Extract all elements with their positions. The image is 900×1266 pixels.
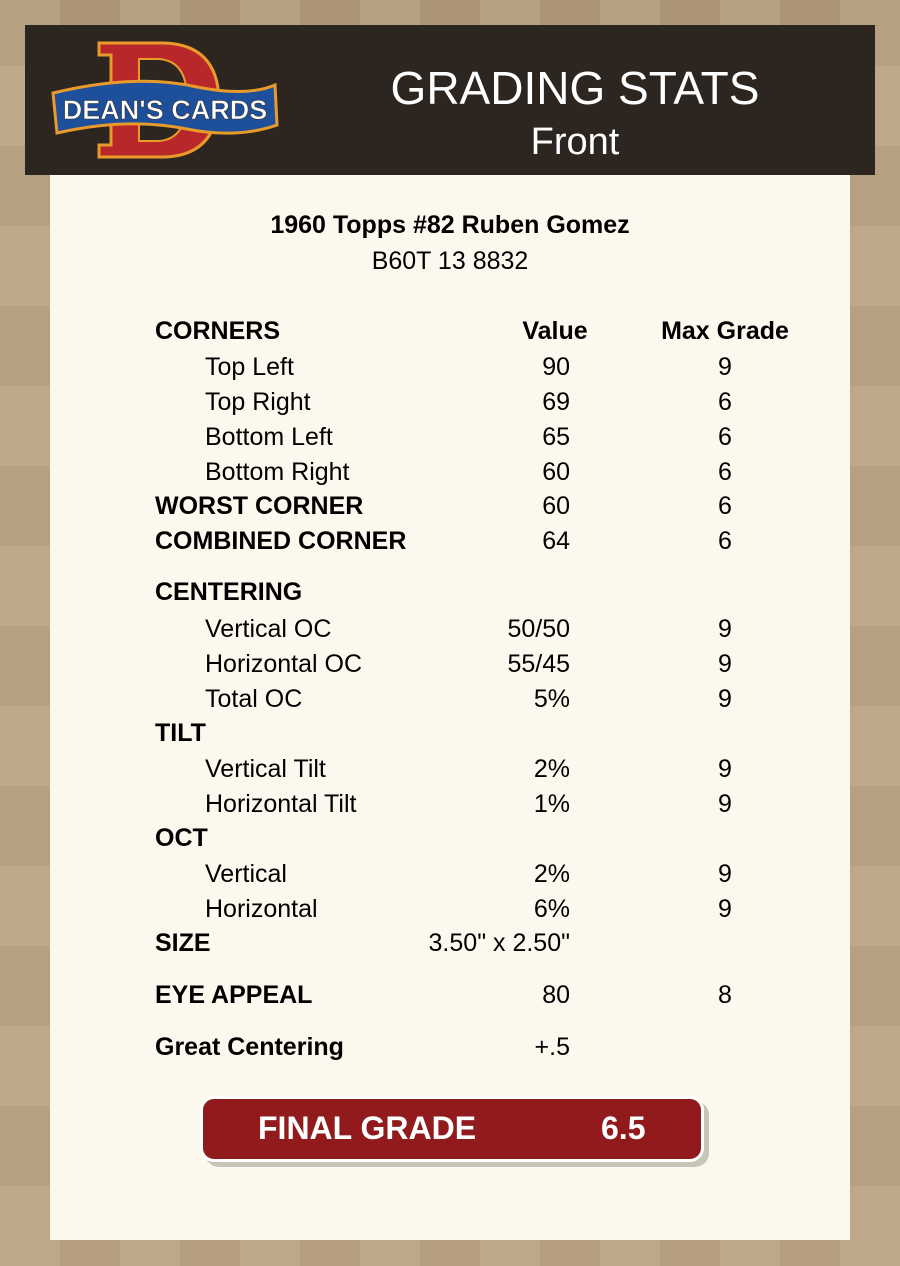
stat-row: Vertical 2% 9 (0, 860, 900, 890)
stat-max-grade: 9 (718, 895, 732, 923)
stat-max-grade: 9 (718, 790, 732, 818)
stat-row: Top Right 69 6 (0, 388, 900, 418)
stat-row: Horizontal 6% 9 (0, 895, 900, 925)
stat-value: 2% (533, 755, 570, 783)
stat-label: Bottom Left (205, 423, 333, 451)
final-grade-value: 6.5 (601, 1110, 646, 1146)
max-grade-header: Max Grade (661, 317, 789, 345)
stat-value: 90 (542, 353, 570, 381)
stat-max-grade: 6 (718, 388, 732, 416)
column-headers: Value Max Grade (0, 317, 900, 347)
stat-row: COMBINED CORNER 64 6 (0, 527, 900, 557)
stat-value: 3.50" x 2.50" (428, 929, 570, 957)
stat-label: Vertical (205, 860, 287, 888)
stat-max-grade: 6 (718, 527, 732, 555)
stat-label: TILT (155, 719, 206, 747)
stat-value: 2% (533, 860, 570, 888)
stat-label: Great Centering (155, 1033, 344, 1061)
stat-max-grade: 6 (718, 458, 732, 486)
stat-max-grade: 9 (718, 615, 732, 643)
stat-label: Top Left (205, 353, 294, 381)
stat-row: Horizontal OC 55/45 9 (0, 650, 900, 680)
stat-value: 6% (533, 895, 570, 923)
stat-label: Horizontal Tilt (205, 790, 357, 818)
stat-value: 60 (542, 458, 570, 486)
final-grade-label: FINAL GRADE (258, 1110, 477, 1146)
stat-label: Bottom Right (205, 458, 350, 486)
stat-label: Vertical OC (205, 615, 332, 643)
stat-label: SIZE (155, 929, 211, 957)
stat-value: 55/45 (507, 650, 570, 678)
stats-card (50, 175, 850, 1240)
header: DEAN'S CARDS GRADING STATS Front (25, 25, 875, 175)
stat-row: SIZE 3.50" x 2.50" (0, 929, 900, 959)
stat-value: 50/50 (507, 615, 570, 643)
stat-row: TILT (0, 719, 900, 749)
stat-label: Total OC (205, 685, 303, 713)
stat-value: 64 (542, 527, 570, 555)
stat-label: Horizontal (205, 895, 318, 923)
stat-row: EYE APPEAL 80 8 (0, 981, 900, 1011)
stat-row: Great Centering +.5 (0, 1033, 900, 1063)
stat-value: 60 (542, 492, 570, 520)
stat-label: EYE APPEAL (155, 981, 313, 1009)
stat-row: Bottom Left 65 6 (0, 423, 900, 453)
stat-row: Top Left 90 9 (0, 353, 900, 383)
stat-value: 1% (533, 790, 570, 818)
stat-row: Horizontal Tilt 1% 9 (0, 790, 900, 820)
stat-label: WORST CORNER (155, 492, 364, 520)
value-header: Value (522, 317, 588, 345)
stat-max-grade: 8 (718, 981, 732, 1009)
stat-max-grade: 9 (718, 353, 732, 381)
stat-label: Top Right (205, 388, 311, 416)
stat-row: Bottom Right 60 6 (0, 458, 900, 488)
card-name: 1960 Topps #82 Ruben Gomez (270, 211, 630, 239)
stat-max-grade: 9 (718, 755, 732, 783)
card-code: B60T 13 8832 (371, 247, 529, 275)
stat-max-grade: 9 (718, 650, 732, 678)
stat-value: 80 (542, 981, 570, 1009)
stat-row: CENTERING (0, 578, 900, 608)
stat-value: 65 (542, 423, 570, 451)
stat-row: CORNERS (0, 317, 900, 347)
stat-label: CORNERS (155, 317, 281, 345)
stat-max-grade: 9 (718, 685, 732, 713)
stat-row: Vertical Tilt 2% 9 (0, 755, 900, 785)
final-grade-badge: FINAL GRADE 6.5 (200, 1096, 704, 1162)
stat-row: WORST CORNER 60 6 (0, 492, 900, 522)
stat-row: Total OC 5% 9 (0, 685, 900, 715)
stat-value: +.5 (534, 1033, 570, 1061)
page-title: GRADING STATS (390, 62, 760, 114)
svg-text:DEAN'S CARDS: DEAN'S CARDS (63, 95, 267, 125)
stat-max-grade: 9 (718, 860, 732, 888)
stat-label: CENTERING (155, 578, 303, 606)
stat-label: Vertical Tilt (205, 755, 326, 783)
stat-label: COMBINED CORNER (155, 527, 407, 555)
stat-value: 69 (542, 388, 570, 416)
stat-label: Horizontal OC (205, 650, 362, 678)
stat-row: OCT (0, 824, 900, 854)
stat-label: OCT (155, 824, 208, 852)
page-subtitle: Front (530, 121, 620, 163)
stat-max-grade: 6 (718, 423, 732, 451)
stat-max-grade: 6 (718, 492, 732, 520)
stat-row: Vertical OC 50/50 9 (0, 615, 900, 645)
stat-value: 5% (533, 685, 570, 713)
deans-cards-logo: DEAN'S CARDS (51, 41, 279, 159)
